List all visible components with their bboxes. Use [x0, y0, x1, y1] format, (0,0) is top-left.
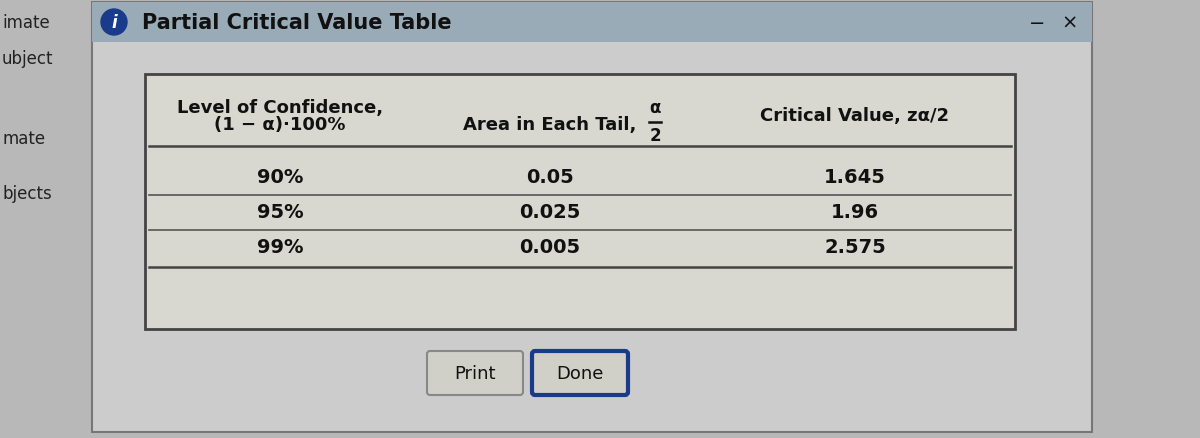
Text: ×: × [1062, 14, 1078, 32]
Text: 90%: 90% [257, 168, 304, 187]
Text: Critical Value, zα/2: Critical Value, zα/2 [761, 107, 949, 125]
FancyBboxPatch shape [92, 3, 1092, 43]
Text: α: α [649, 99, 661, 117]
Circle shape [101, 10, 127, 36]
Text: (1 − α)·100%: (1 − α)·100% [215, 116, 346, 134]
Text: 0.05: 0.05 [526, 168, 574, 187]
FancyBboxPatch shape [145, 75, 1015, 329]
Text: 1.96: 1.96 [830, 203, 880, 222]
Text: bjects: bjects [2, 184, 52, 202]
Text: 0.025: 0.025 [520, 203, 581, 222]
FancyBboxPatch shape [427, 351, 523, 395]
FancyBboxPatch shape [92, 3, 1092, 432]
FancyBboxPatch shape [532, 351, 628, 395]
Text: Area in Each Tail,: Area in Each Tail, [463, 116, 637, 134]
Text: mate: mate [2, 130, 46, 148]
Text: 99%: 99% [257, 238, 304, 257]
Text: Partial Critical Value Table: Partial Critical Value Table [142, 13, 451, 33]
Text: ubject: ubject [2, 50, 54, 68]
Text: 1.645: 1.645 [824, 168, 886, 187]
Text: Done: Done [557, 364, 604, 382]
Text: −: − [1028, 14, 1045, 32]
Text: Level of Confidence,: Level of Confidence, [176, 99, 383, 117]
Text: i: i [112, 14, 116, 32]
Text: 2.575: 2.575 [824, 238, 886, 257]
Text: imate: imate [2, 14, 49, 32]
Text: Print: Print [455, 364, 496, 382]
Text: 95%: 95% [257, 203, 304, 222]
Text: 2: 2 [649, 127, 661, 145]
Text: 0.005: 0.005 [520, 238, 581, 257]
